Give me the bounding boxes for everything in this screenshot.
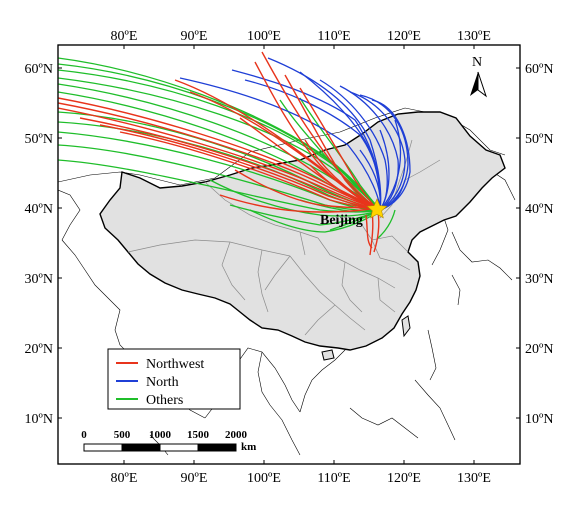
- longitude-labels-top: 80ºE 90ºE 100ºE 110ºE 120ºE 130ºE: [111, 29, 491, 44]
- longitude-labels-bottom: 80ºE 90ºE 100ºE 110ºE 120ºE 130ºE: [111, 471, 491, 486]
- lon-label-top: 110ºE: [317, 29, 350, 44]
- scale-bar: 0 500 1000 1500 2000 km: [81, 429, 256, 453]
- scale-seg-3: [159, 443, 199, 452]
- scale-seg-4: [197, 443, 237, 452]
- lat-label-right: 30ºN: [525, 272, 553, 287]
- lon-label-bottom: 130ºE: [457, 471, 491, 486]
- lat-label-left: 10ºN: [25, 412, 53, 427]
- lat-label-right: 10ºN: [525, 412, 553, 427]
- scale-value: 1000: [149, 429, 172, 441]
- north-arrow-icon: N: [470, 55, 487, 98]
- lon-label-bottom: 100ºE: [247, 471, 281, 486]
- lon-label-top: 100ºE: [247, 29, 281, 44]
- taiwan-island: [401, 315, 411, 338]
- trajectories-northwest: [58, 51, 380, 256]
- legend: Northwest North Others: [107, 348, 241, 410]
- lon-label-top: 80ºE: [111, 29, 138, 44]
- lon-label-bottom: 80ºE: [111, 471, 138, 486]
- lat-label-left: 40ºN: [25, 202, 53, 217]
- lat-label-right: 60ºN: [525, 62, 553, 77]
- beijing-star-icon: [366, 198, 388, 219]
- scale-value: 500: [114, 429, 131, 441]
- lat-label-left: 20ºN: [25, 342, 53, 357]
- lon-label-bottom: 110ºE: [317, 471, 350, 486]
- lon-label-bottom: 90ºE: [181, 471, 208, 486]
- scale-seg-2: [121, 443, 161, 452]
- scale-value: 0: [81, 429, 87, 441]
- city-label: Beijing: [320, 213, 363, 228]
- lon-label-top: 90ºE: [181, 29, 208, 44]
- legend-label: Northwest: [146, 357, 204, 372]
- legend-label: Others: [146, 393, 183, 408]
- latitude-labels-right: 60ºN 50ºN 40ºN 30ºN 20ºN 10ºN: [525, 62, 553, 427]
- scale-value: 2000: [225, 429, 248, 441]
- lat-label-left: 50ºN: [25, 132, 53, 147]
- frame-ticks: [58, 45, 520, 464]
- lat-label-left: 60ºN: [25, 62, 53, 77]
- lat-label-right: 20ºN: [525, 342, 553, 357]
- legend-label: North: [146, 375, 179, 390]
- scale-unit: km: [241, 441, 256, 453]
- latitude-labels-left: 60ºN 50ºN 40ºN 30ºN 20ºN 10ºN: [25, 62, 53, 427]
- lon-label-top: 130ºE: [457, 29, 491, 44]
- scale-seg-1: [83, 443, 123, 452]
- lat-label-right: 40ºN: [525, 202, 553, 217]
- lat-label-right: 50ºN: [525, 132, 553, 147]
- svg-text:N: N: [472, 55, 482, 70]
- lon-label-top: 120ºE: [387, 29, 421, 44]
- lon-label-bottom: 120ºE: [387, 471, 421, 486]
- hainan-island: [321, 349, 335, 361]
- trajectories-north: [179, 57, 411, 211]
- scale-value: 1500: [187, 429, 210, 441]
- lat-label-left: 30ºN: [25, 272, 53, 287]
